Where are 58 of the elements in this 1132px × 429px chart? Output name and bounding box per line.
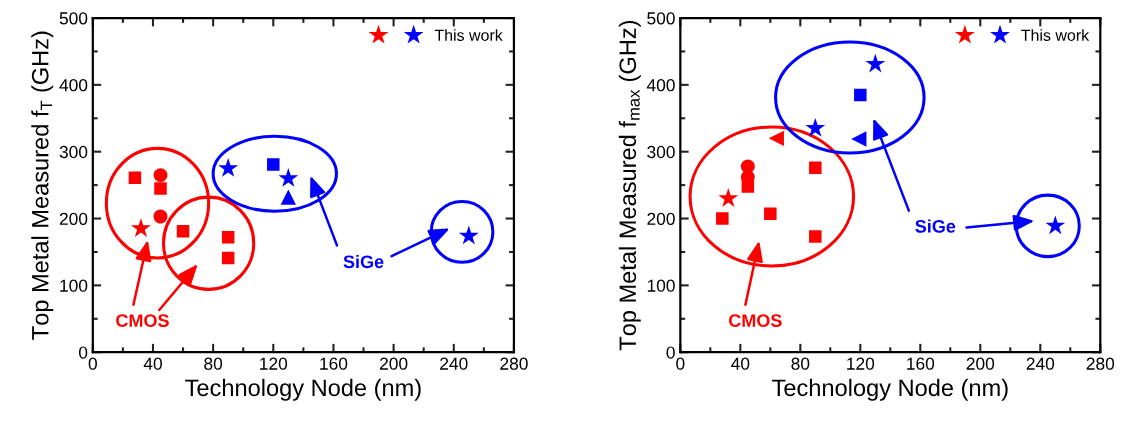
annotation: SiGe bbox=[915, 219, 956, 233]
annotation: CMOS bbox=[728, 314, 782, 327]
y-tick-label: 200 bbox=[59, 212, 88, 225]
x-tick-label: 240 bbox=[1026, 357, 1055, 370]
x-tick-label: 160 bbox=[907, 357, 935, 370]
point bbox=[854, 88, 867, 102]
point bbox=[865, 53, 886, 73]
point bbox=[764, 207, 777, 221]
x-tick-label: 240 bbox=[440, 357, 468, 370]
point bbox=[716, 212, 729, 225]
y-tick-label: 0 bbox=[666, 346, 675, 359]
y-tick-label: 500 bbox=[647, 12, 675, 25]
x-tick-label: 160 bbox=[320, 357, 348, 370]
x-axis-title: Technology Node (nm) bbox=[185, 378, 421, 401]
x-tick-label: 120 bbox=[260, 357, 288, 370]
y-tick-label: 200 bbox=[647, 212, 675, 225]
x-tick-label: 80 bbox=[791, 357, 810, 370]
y-tick-label: 300 bbox=[59, 145, 88, 159]
point bbox=[768, 130, 784, 146]
y-axis-title: Top Metal Measured f$_{max}$ (GHz) bbox=[618, 20, 641, 351]
point bbox=[221, 231, 235, 244]
legend-label: This work bbox=[1021, 29, 1090, 41]
y-tick-label: 400 bbox=[646, 79, 675, 92]
point bbox=[280, 189, 296, 205]
point bbox=[278, 168, 299, 187]
x-tick-label: 0 bbox=[676, 357, 685, 370]
point bbox=[153, 209, 168, 224]
point bbox=[809, 230, 822, 243]
legend-label: This work bbox=[434, 29, 503, 41]
point bbox=[176, 224, 190, 238]
point bbox=[809, 161, 822, 174]
y-tick-label: 500 bbox=[59, 12, 88, 25]
y-tick-label: 0 bbox=[78, 346, 88, 359]
x-tick-label: 200 bbox=[380, 357, 408, 370]
y-tick-label: 100 bbox=[60, 279, 88, 292]
annotation: SiGe bbox=[343, 254, 384, 269]
x-tick-label: 80 bbox=[204, 357, 223, 370]
point bbox=[154, 182, 167, 195]
point bbox=[153, 168, 168, 183]
x-tick-label: 280 bbox=[1086, 357, 1115, 370]
point bbox=[851, 131, 867, 147]
x-tick-label: 0 bbox=[88, 357, 97, 370]
annotation: CMOS bbox=[116, 314, 169, 327]
y-tick-label: 400 bbox=[59, 79, 88, 92]
y-axis-title: Top Metal Measured f$_{T}$ (GHz) bbox=[31, 31, 54, 340]
point bbox=[221, 251, 235, 265]
y-tick-label: 300 bbox=[647, 145, 675, 159]
point bbox=[267, 158, 280, 171]
y-tick-label: 100 bbox=[647, 279, 675, 292]
x-tick-label: 200 bbox=[966, 357, 995, 370]
x-tick-label: 120 bbox=[847, 357, 875, 370]
x-tick-label: 40 bbox=[143, 357, 162, 370]
x-axis-title: Technology Node (nm) bbox=[772, 378, 1008, 401]
point bbox=[128, 171, 142, 185]
point bbox=[805, 117, 826, 137]
x-tick-label: 280 bbox=[500, 357, 528, 370]
point bbox=[218, 157, 239, 177]
x-tick-label: 40 bbox=[731, 357, 750, 370]
